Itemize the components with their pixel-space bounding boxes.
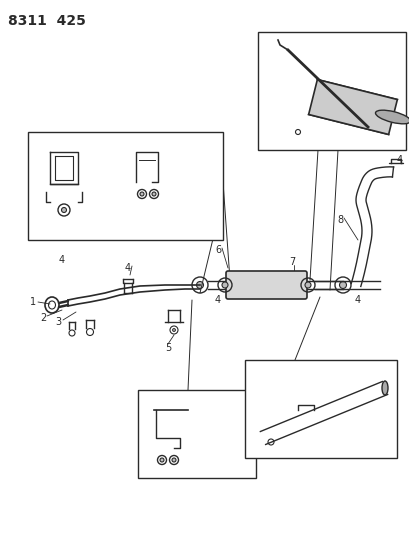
Text: 12: 12: [180, 397, 192, 407]
Text: W/131", 135"W. B.: W/131", 135"W. B.: [47, 231, 113, 237]
Text: 10: 10: [132, 191, 144, 201]
Text: 4: 4: [214, 295, 220, 305]
Ellipse shape: [304, 282, 310, 288]
Text: W/159"W. B.: W/159"W. B.: [145, 231, 190, 237]
Text: 2: 2: [40, 313, 46, 323]
Ellipse shape: [61, 207, 66, 213]
Text: 8311  425: 8311 425: [8, 14, 85, 28]
Ellipse shape: [160, 458, 164, 462]
Text: 14: 14: [269, 53, 281, 63]
Polygon shape: [308, 79, 396, 134]
Bar: [138, 390, 255, 478]
Text: 3: 3: [55, 317, 61, 327]
Text: 11: 11: [150, 463, 162, 473]
Ellipse shape: [139, 192, 144, 196]
Text: 4: 4: [396, 155, 402, 165]
Text: 7: 7: [288, 257, 294, 267]
FancyBboxPatch shape: [225, 271, 306, 299]
Text: 10: 10: [166, 447, 179, 457]
Bar: [245, 360, 396, 458]
Ellipse shape: [375, 110, 409, 124]
Text: 13: 13: [259, 132, 272, 142]
Text: 6: 6: [214, 245, 220, 255]
Text: 10: 10: [44, 205, 56, 215]
Text: 8: 8: [336, 215, 342, 225]
Ellipse shape: [172, 328, 175, 332]
Text: 5: 5: [164, 343, 171, 353]
Text: 4: 4: [59, 255, 65, 265]
Text: 15: 15: [260, 369, 272, 379]
Text: 13: 13: [369, 35, 381, 45]
Text: 11: 11: [142, 207, 154, 217]
Ellipse shape: [196, 281, 203, 288]
Text: 4: 4: [354, 295, 360, 305]
Text: 4: 4: [369, 437, 375, 447]
Ellipse shape: [381, 381, 387, 395]
Ellipse shape: [339, 281, 346, 288]
Bar: [28, 132, 222, 240]
Ellipse shape: [221, 282, 227, 288]
Text: 12: 12: [133, 139, 146, 149]
Text: 9: 9: [39, 139, 45, 149]
Text: 1: 1: [30, 297, 36, 307]
Ellipse shape: [152, 192, 155, 196]
Text: 11: 11: [50, 221, 62, 231]
Bar: [257, 32, 405, 150]
Ellipse shape: [172, 458, 175, 462]
Text: 4: 4: [125, 263, 131, 273]
